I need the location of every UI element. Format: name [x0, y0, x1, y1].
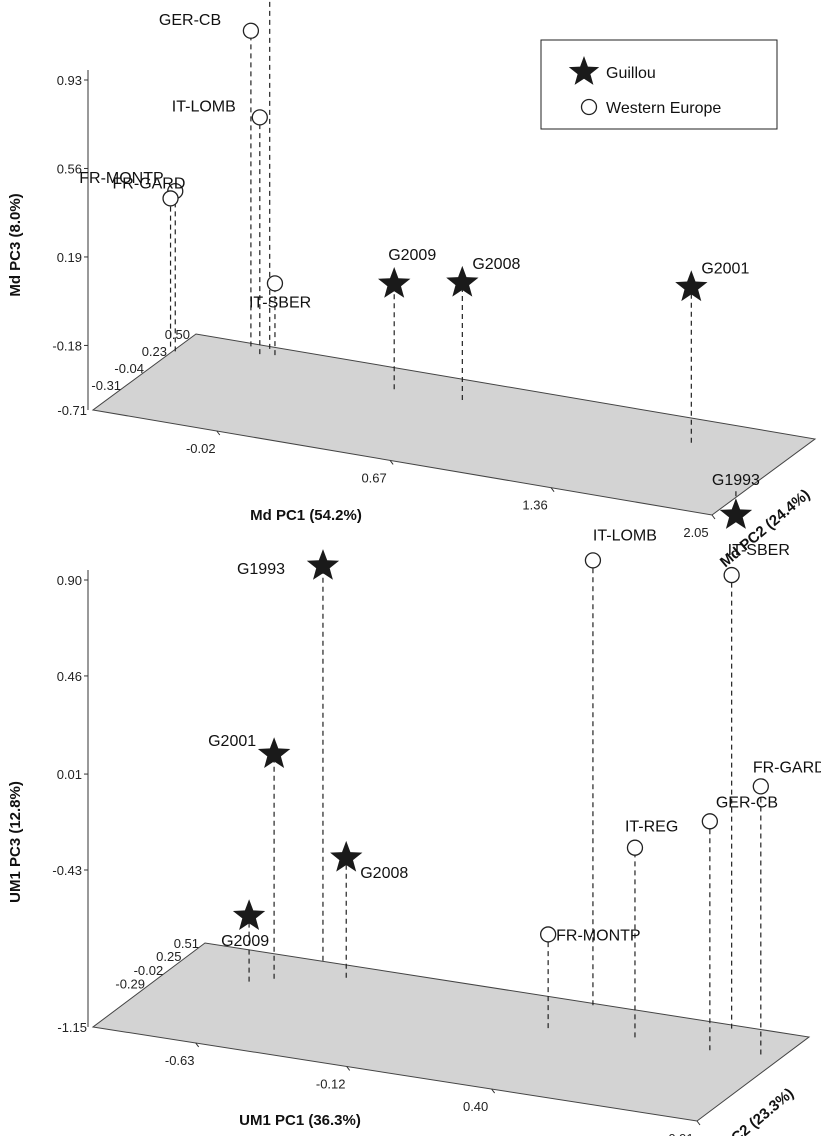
point-label-fr-montp: FR-MONTP [556, 927, 640, 944]
point-label-fr-gard: FR-GARD [753, 759, 821, 776]
point-label-g2009: G2009 [388, 247, 436, 264]
point-g2009 [232, 899, 266, 930]
point-label-g2008: G2008 [472, 256, 520, 273]
z-tick-label: -1.15 [57, 1020, 87, 1035]
legend: Guillou Western Europe [540, 39, 778, 130]
point-g1993 [719, 498, 753, 529]
z-tick-label: -0.29 [115, 976, 145, 991]
point-fr-gard [162, 190, 179, 207]
legend-label-guillou: Guillou [606, 65, 656, 82]
x-tick-label: -0.63 [165, 1053, 195, 1068]
point-ger-cb [701, 813, 719, 830]
x-axis-label: UM1 PC1 (36.3%) [239, 1112, 361, 1129]
legend-box [540, 39, 778, 130]
point-label-fr-montp: FR-MONTP [79, 170, 163, 187]
z-tick-label: -0.31 [91, 378, 121, 393]
point-label-it-lomb: IT-LOMB [593, 527, 657, 544]
legend-item-guillou: Guillou [568, 56, 656, 85]
point-fr-gard [752, 778, 769, 795]
x-tick-label: 0.67 [361, 470, 386, 485]
point-label-fr-gard: FR-GARD [113, 175, 186, 192]
circle-icon [580, 98, 598, 116]
point-g2001 [675, 270, 708, 302]
point-g1993 [306, 549, 340, 580]
floor-plane [91, 942, 811, 1122]
point-it-lomb [584, 552, 602, 569]
y-axis-label: Md PC3 (8.0%) [7, 193, 24, 296]
z-tick-label: 0.25 [156, 949, 181, 964]
x-tick-label: 1.36 [522, 498, 547, 513]
x-tick-mark [195, 1042, 200, 1048]
y-tick-label: 0.93 [57, 73, 82, 88]
y-tick-label: -0.43 [52, 863, 82, 878]
x-tick-mark [491, 1088, 496, 1094]
point-label-ger-cb: GER-CB [716, 794, 778, 811]
point-ger-cb [242, 22, 260, 39]
x-tick-mark [389, 460, 394, 465]
point-label-g2001: G2001 [701, 260, 749, 277]
point-it-reg [626, 839, 644, 856]
y-tick-label: 0.46 [57, 669, 82, 684]
x-axis-label: Md PC1 (54.2%) [250, 507, 362, 524]
x-tick-mark [550, 487, 555, 493]
x-tick-label: 0.91 [668, 1131, 693, 1136]
x-tick-mark [696, 1120, 701, 1126]
plot-um1: -0.43 0.01 0.46 0.90 -1.15 -0.29-0.020.250.51… [7, 527, 821, 1136]
y-tick-label: 0.90 [57, 573, 82, 588]
y-tick-label: 0.01 [57, 767, 82, 782]
point-g2008 [330, 840, 363, 872]
point-g2001 [257, 737, 291, 768]
point-label-g1993: G1993 [237, 561, 285, 578]
z-tick-label: -0.71 [57, 403, 87, 418]
point-g2009 [378, 267, 411, 298]
z-tick-label: -0.04 [114, 361, 144, 376]
point-label-g2008: G2008 [360, 865, 408, 882]
point-label-g2009: G2009 [221, 933, 269, 950]
x-tick-label: -0.12 [316, 1076, 346, 1091]
point-it-sber [723, 566, 740, 584]
y-tick-label: -0.18 [52, 338, 82, 353]
y-tick-label: 0.19 [57, 250, 82, 265]
floor-plane [91, 333, 817, 516]
x-tick-mark [216, 430, 221, 436]
point-label-it-reg: IT-REG [625, 819, 678, 836]
z-tick-label: 0.23 [142, 344, 167, 359]
point-it-lomb [251, 109, 268, 126]
z-tick-label: 0.50 [165, 327, 190, 342]
x-tick-label: 0.40 [463, 1099, 488, 1114]
x-tick-mark [711, 514, 716, 520]
point-label-g2001: G2001 [208, 733, 256, 750]
point-g2008 [446, 265, 479, 297]
x-tick-label: -0.02 [186, 441, 216, 456]
z-tick-label: 0.51 [174, 936, 199, 951]
point-label-ger-cb: GER-CB [159, 12, 221, 29]
x-tick-mark [346, 1066, 351, 1071]
point-label-it-lomb: IT-LOMB [172, 98, 236, 115]
point-it-sber [266, 275, 284, 292]
legend-item-western-europe: Western Europe [580, 98, 721, 117]
y-axis-label: UM1 PC3 (12.8%) [7, 781, 24, 903]
point-label-it-sber: IT-SBER [249, 294, 311, 311]
star-icon [568, 56, 600, 85]
x-tick-label: 2.05 [683, 525, 708, 540]
point-label-it-sber: IT-SBER [728, 542, 790, 559]
y-tick-label: 0.56 [57, 161, 82, 176]
point-label-g1993: G1993 [712, 472, 760, 489]
legend-label-western-europe: Western Europe [606, 100, 721, 117]
z-tick-label: -0.02 [134, 963, 164, 978]
point-fr-montp [539, 926, 557, 943]
